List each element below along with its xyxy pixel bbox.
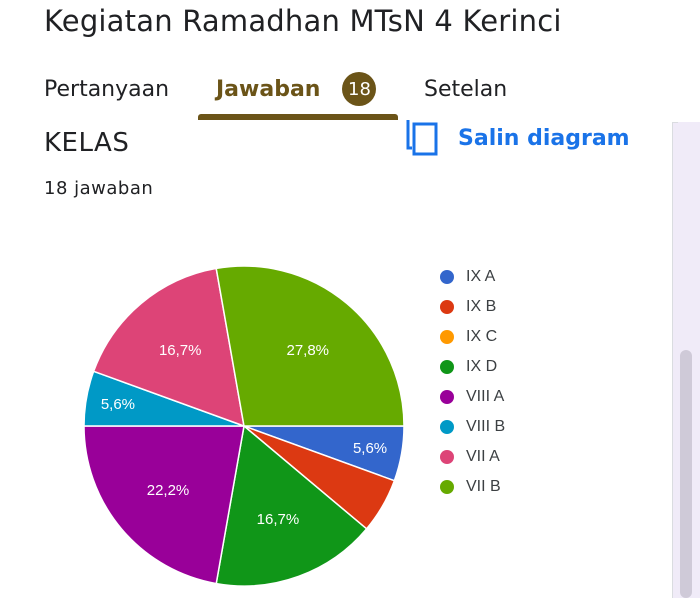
pie-data-label: 22,2% [147,482,190,499]
scrollbar-thumb[interactable] [680,350,692,598]
legend-label: VII B [466,478,501,495]
pie-slice-viii-a [83,425,245,585]
legend-label: VIII B [466,418,506,435]
legend-label: IX D [466,358,498,375]
pie-data-label: 5,6% [101,396,135,413]
pie-data-label: 16,7% [159,342,202,359]
copy-chart-label: Salin diagram [458,125,630,151]
tab-settings-label: Setelan [424,76,508,102]
legend-label: IX C [466,328,498,345]
pie-data-label: 16,7% [257,511,300,528]
app-header: Kegiatan Ramadhan MTsN 4 Kerinci Pertany… [0,0,700,123]
legend-item: VIII B [440,412,505,442]
legend-item: IX C [440,322,505,352]
response-count: 18 jawaban [44,178,154,199]
legend-swatch [440,270,454,284]
active-tab-indicator [198,114,398,120]
legend-label: VII A [466,448,500,465]
pie-data-label: 5,6% [353,440,387,457]
legend-label: VIII A [466,388,505,405]
legend-swatch [440,330,454,344]
pie-slice-vii-a [92,267,245,428]
tab-bar: Pertanyaan Jawaban 18 Setelan [0,60,700,122]
tab-questions[interactable]: Pertanyaan [44,60,169,118]
pie-slice-vii-b [215,265,405,427]
responses-count-badge: 18 [342,72,377,106]
pie-slice-ix-d [215,424,368,587]
legend-swatch [440,300,454,314]
legend-swatch [440,420,454,434]
legend-item: IX A [440,262,505,292]
legend-item: IX D [440,352,505,382]
legend-item: VII A [440,442,505,472]
legend-item: VII B [440,472,505,502]
tab-settings[interactable]: Setelan [424,60,507,118]
legend-swatch [440,390,454,404]
form-title: Kegiatan Ramadhan MTsN 4 Kerinci [44,4,562,38]
legend-label: IX A [466,268,496,285]
tab-questions-label: Pertanyaan [44,76,170,102]
tab-responses-label: Jawaban [216,76,321,102]
pie-chart: 5,6% 16,7% 22,2% 5,6% 16,7% 27,8% [83,265,405,587]
legend-swatch [440,360,454,374]
chart-legend: IX A IX B IX C IX D VIII A VIII B VII A VII B [440,262,505,502]
copy-icon [404,118,440,158]
tab-responses[interactable]: Jawaban 18 [216,60,377,118]
question-title: KELAS [44,128,130,158]
legend-swatch [440,450,454,464]
legend-item: VIII A [440,382,505,412]
legend-swatch [440,480,454,494]
copy-chart-button[interactable]: Salin diagram [404,118,630,158]
pie-data-label: 27,8% [286,342,329,359]
legend-item: IX B [440,292,505,322]
legend-label: IX B [466,298,497,315]
